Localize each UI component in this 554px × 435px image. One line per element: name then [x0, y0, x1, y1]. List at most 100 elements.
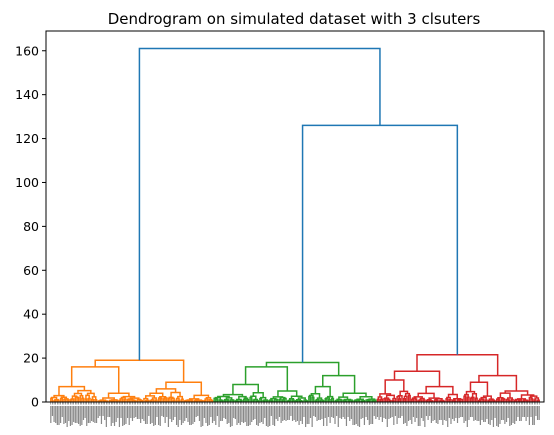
leaf-label [149, 406, 152, 424]
leaf-label [239, 406, 241, 425]
leaf-label [166, 406, 168, 417]
dendrogram-link [170, 397, 175, 402]
dendrogram-link [379, 393, 392, 397]
leaf-label [104, 406, 106, 420]
leaf-label [363, 406, 366, 425]
leaf-label [326, 406, 328, 426]
leaf-label [110, 406, 112, 426]
dendrogram-link [377, 396, 383, 400]
leaf-label [533, 406, 535, 425]
leaf-label [244, 406, 246, 422]
leaf-label [125, 406, 127, 424]
leaf-label [164, 406, 166, 423]
leaf-label [252, 406, 254, 420]
leaf-label [267, 406, 269, 427]
dendrogram-link [478, 399, 482, 402]
dendrogram-link [255, 400, 259, 402]
leaf-label [275, 406, 277, 419]
leaf-label [285, 406, 287, 421]
dendrogram-link [244, 366, 289, 392]
leaf-label [435, 406, 437, 423]
dendrogram-link [53, 394, 65, 398]
dendrogram-link [315, 399, 320, 402]
leaf-label [331, 406, 333, 417]
dendrogram-link [314, 385, 331, 397]
leaf-label [264, 406, 266, 418]
leaf-label [476, 406, 478, 421]
leaf-label [265, 406, 268, 426]
leaf-label [179, 406, 181, 420]
leaf-label [528, 406, 530, 425]
dendrogram-link [286, 400, 291, 402]
dendrogram-link [208, 398, 213, 402]
leaf-label [273, 406, 276, 426]
leaf-label [229, 406, 232, 427]
dendrogram-link [235, 398, 242, 401]
leaf-label [350, 406, 352, 419]
leaf-label [424, 406, 426, 427]
dendrogram-link [419, 397, 425, 401]
dendrogram-link [536, 399, 540, 402]
leaf-label [117, 406, 119, 418]
dendrogram-link [119, 398, 124, 402]
dendrogram-link [79, 394, 84, 402]
leaf-label [479, 406, 481, 425]
leaf-label [532, 406, 534, 425]
leaf-label [355, 406, 357, 424]
leaf-label [452, 406, 454, 419]
leaf-label [197, 406, 199, 416]
dendrogram-link [253, 398, 259, 401]
leaf-label [79, 406, 81, 426]
leaf-label [383, 406, 385, 418]
leaf-label [376, 406, 379, 417]
leaf-label [251, 406, 253, 422]
leaf-label [468, 406, 470, 420]
dendrogram-link [314, 400, 318, 402]
leaf-label [99, 406, 101, 416]
dendrogram-link [518, 399, 522, 402]
leaf-label [380, 406, 382, 417]
leaf-label [332, 406, 334, 418]
leaf-label [82, 406, 85, 420]
leaf-label [151, 406, 153, 423]
leaf-label [141, 406, 143, 419]
leaf-label [200, 406, 202, 427]
leaf-label [277, 406, 279, 421]
dendrogram-link [403, 395, 408, 402]
leaf-label [385, 406, 387, 419]
leaf-label [74, 406, 76, 423]
dendrogram-link [325, 397, 331, 400]
leaf-label [412, 406, 415, 417]
y-axis: 0 20 40 60 80 100 120 140 160 [15, 43, 46, 410]
leaf-label [487, 406, 490, 424]
dendrogram-link [528, 396, 533, 402]
leaf-label [162, 406, 165, 417]
leaf-label [291, 406, 294, 421]
dendrogram-link [438, 400, 442, 402]
leaf-label [295, 406, 297, 422]
leaf-label [465, 406, 467, 421]
y-tick-label: 0 [31, 395, 39, 410]
leaf-label [226, 406, 228, 424]
dendrogram-link [199, 400, 204, 402]
dendrogram-link [87, 397, 91, 402]
leaf-label [388, 406, 390, 419]
leaf-label [530, 406, 532, 417]
leaf-label [520, 406, 522, 421]
dendrogram-link [99, 399, 107, 401]
dendrogram-link [226, 399, 230, 402]
leaf-label [403, 406, 405, 424]
leaf-label [228, 406, 230, 423]
dendrogram-link [466, 396, 470, 402]
leaf-label [301, 406, 303, 424]
dendrogram-link [463, 395, 467, 402]
leaf-label [442, 406, 444, 425]
dendrogram-link [480, 396, 487, 401]
dendrogram-link [336, 398, 342, 401]
leaf-label [107, 406, 109, 417]
dendrogram-link [359, 396, 373, 400]
dendrogram-link [66, 399, 70, 402]
leaf-label [429, 406, 431, 416]
dendrogram-link [249, 396, 253, 402]
